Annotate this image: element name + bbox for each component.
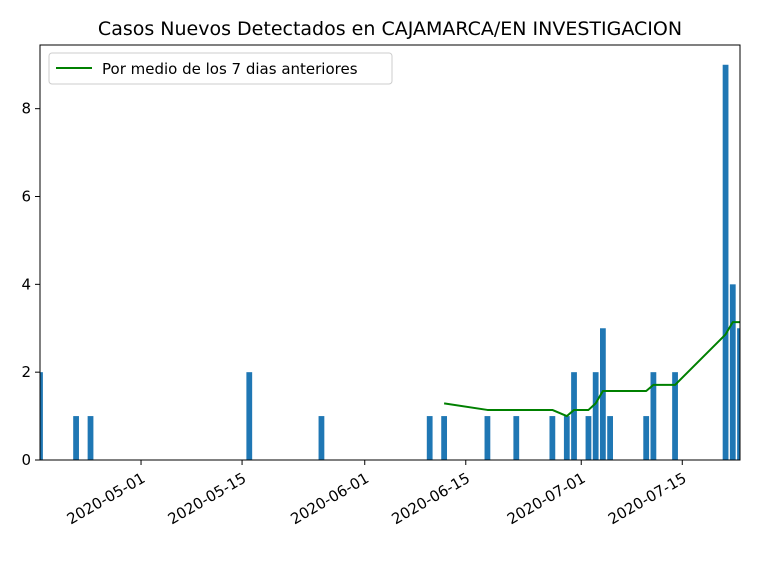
legend-box <box>48 52 393 85</box>
x-tick-label: 2020-07-01 <box>504 469 589 528</box>
bar <box>426 416 433 460</box>
bar <box>441 416 448 460</box>
axes: 0 2 4 6 8 2020-05-01 2020-05-15 2020-06-01 2020-… <box>21 44 741 528</box>
bar <box>672 372 678 460</box>
y-tick-label: 8 <box>21 100 31 118</box>
bar <box>643 416 650 460</box>
x-tick-label: 2020-05-15 <box>165 469 250 528</box>
bar <box>549 416 556 460</box>
bar <box>600 328 606 460</box>
y-tick-label: 0 <box>21 451 31 469</box>
x-tick-label: 2020-05-01 <box>64 469 149 528</box>
bar <box>737 328 740 460</box>
bar-series <box>40 64 740 460</box>
y-tick-label: 6 <box>21 188 31 206</box>
bar <box>585 416 592 460</box>
bar <box>722 64 729 460</box>
x-tick-label: 2020-06-15 <box>389 469 474 528</box>
plot-frame <box>39 44 741 461</box>
bar <box>318 416 325 460</box>
bar <box>73 416 79 460</box>
chart-title: Casos Nuevos Detectados en CAJAMARCA/EN … <box>98 18 682 40</box>
y-tick-label: 4 <box>21 275 31 293</box>
bar <box>650 372 657 460</box>
x-tick-label: 2020-07-15 <box>605 469 690 528</box>
bar <box>607 416 613 460</box>
line-series <box>443 321 740 418</box>
bar <box>513 416 520 460</box>
moving-average-line <box>443 321 740 418</box>
legend-label: Por medio de los 7 dias anteriores <box>102 60 358 78</box>
bar <box>87 416 94 460</box>
bar <box>592 372 599 460</box>
bar <box>40 372 43 460</box>
y-tick-label: 2 <box>21 363 31 381</box>
bar <box>729 284 736 460</box>
x-tick-label: 2020-06-01 <box>287 469 372 528</box>
bar <box>563 416 570 460</box>
bar <box>571 372 577 460</box>
bar <box>246 372 253 460</box>
legend: Por medio de los 7 dias anteriores <box>48 52 393 85</box>
bar <box>484 416 491 460</box>
